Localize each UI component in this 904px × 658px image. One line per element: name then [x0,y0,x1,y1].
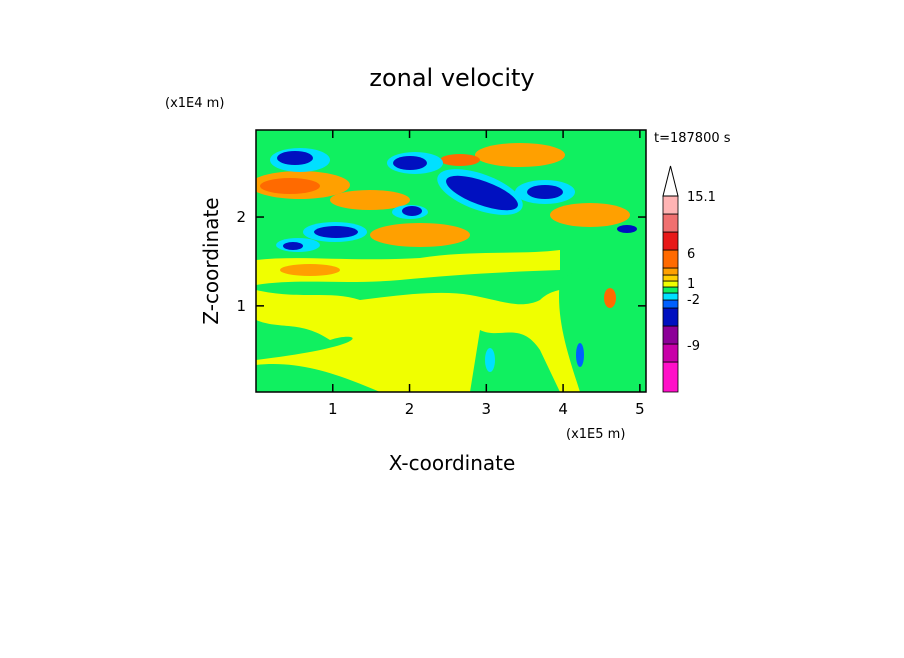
x-axis-label: X-coordinate [389,451,516,475]
colorbar-band [662,280,679,288]
x-tick-label: 1 [328,400,338,418]
colorbar-band [662,343,679,363]
x-tick-label: 3 [482,400,492,418]
y-axis-label: Z-coordinate [199,197,223,324]
time-label: t=187800 s [654,131,731,146]
colorbar-band [662,286,679,294]
chart-title: zonal velocity [369,64,534,92]
contour-field [256,130,646,392]
colorbar-tick-label: 1 [687,277,695,292]
colorbar-band [662,267,679,276]
x-tick-label: 4 [558,400,568,418]
colorbar-band [662,213,679,233]
y-unit: (x1E4 m) [165,96,224,111]
colorbar-tick-label: -2 [687,293,700,308]
colorbar-tick-label: 6 [687,247,695,262]
colorbar-band [662,195,679,215]
colorbar-tick-label: 15.1 [687,190,716,205]
colorbar-band [662,361,679,393]
colorbar-band [662,299,679,309]
y-tick-label: 1 [236,297,246,315]
colorbar-arrow [662,165,679,197]
x-tick-label: 2 [405,400,415,418]
colorbar-band [662,307,679,327]
colorbar-tick-label: -9 [687,339,700,354]
colorbar-band [662,249,679,269]
colorbar-band [662,292,679,301]
colorbar-band [662,231,679,251]
x-unit: (x1E5 m) [566,427,625,442]
x-tick-label: 5 [635,400,645,418]
colorbar-band [662,274,679,282]
plot-frame [255,129,647,393]
colorbar-band [662,325,679,345]
y-tick-label: 2 [236,208,246,226]
